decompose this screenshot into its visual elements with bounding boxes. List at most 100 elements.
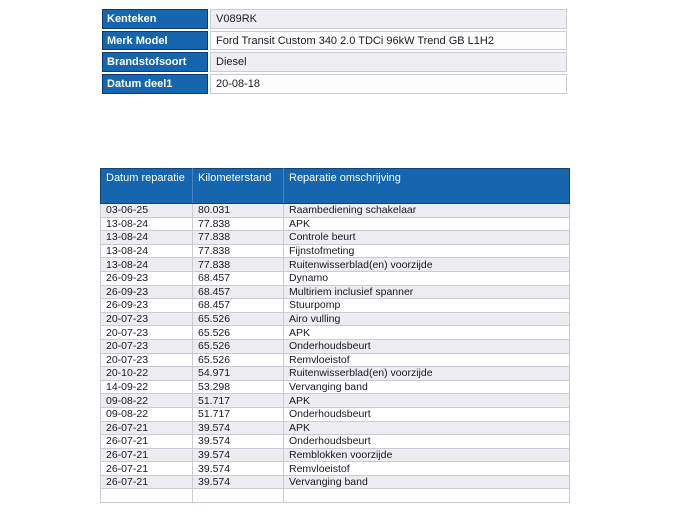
odometer-cell	[192, 488, 284, 504]
info-label: Kenteken	[102, 9, 208, 29]
repair-date-cell: 13-08-24	[100, 243, 193, 259]
table-row: 26-09-23 68.457 Stuurpomp	[100, 298, 570, 313]
repair-description-cell: APK	[283, 420, 570, 436]
repair-date-cell: 26-09-23	[100, 298, 193, 313]
repair-description-cell: APK	[283, 393, 570, 408]
odometer-cell: 53.298	[192, 379, 284, 395]
odometer-cell: 68.457	[192, 270, 284, 286]
table-row: 09-08-22 51.717 Onderhoudsbeurt	[100, 406, 570, 422]
repair-date-cell: 09-08-22	[100, 393, 193, 408]
table-row: 03-06-25 80.031 Raambediening schakelaar	[100, 203, 570, 218]
odometer-cell: 68.457	[192, 284, 284, 300]
table-row: 14-09-22 53.298 Vervanging band	[100, 379, 570, 395]
odometer-cell: 39.574	[192, 447, 284, 463]
repair-date-cell: 14-09-22	[100, 379, 193, 395]
info-label: Datum deel1	[102, 74, 208, 94]
repair-description-cell	[283, 488, 570, 504]
table-row: 20-07-23 65.526 APK	[100, 325, 570, 340]
repair-date-cell: 13-08-24	[100, 257, 193, 272]
repair-date-cell: 20-07-23	[100, 311, 193, 327]
column-header-kilometerstand: Kilometerstand	[192, 168, 284, 204]
repair-description-cell: Onderhoudsbeurt	[283, 338, 570, 354]
repair-history-table: Datum reparatie Kilometerstand Reparatie…	[100, 168, 570, 504]
odometer-cell: 77.838	[192, 216, 284, 232]
repair-description-cell: Onderhoudsbeurt	[283, 434, 570, 449]
table-row: 20-07-23 65.526 Airo vulling	[100, 311, 570, 327]
odometer-cell: 65.526	[192, 352, 284, 368]
odometer-cell: 68.457	[192, 298, 284, 313]
table-row: 13-08-24 77.838 Controle beurt	[100, 230, 570, 245]
table-row: 20-07-23 65.526 Remvloeistof	[100, 352, 570, 368]
repair-description-cell: Remvloeistof	[283, 461, 570, 476]
repair-date-cell: 13-08-24	[100, 216, 193, 232]
repair-date-cell: 13-08-24	[100, 230, 193, 245]
table-row: 13-08-24 77.838 Ruitenwisserblad(en) voorz…	[100, 257, 570, 272]
repair-date-cell: 26-07-21	[100, 434, 193, 449]
odometer-cell: 39.574	[192, 474, 284, 490]
info-row: Datum deel1 20-08-18	[102, 74, 567, 94]
repair-description-cell: Controle beurt	[283, 230, 570, 245]
odometer-cell: 51.717	[192, 406, 284, 422]
info-value: 20-08-18	[210, 74, 567, 94]
info-label: Merk Model	[102, 30, 208, 51]
odometer-cell: 65.526	[192, 338, 284, 354]
repair-date-cell	[100, 488, 193, 504]
repair-description-cell: Ruitenwisserblad(en) voorzijde	[283, 257, 570, 272]
repair-description-cell: APK	[283, 216, 570, 232]
table-row: 20-07-23 65.526 Onderhoudsbeurt	[100, 338, 570, 354]
odometer-cell: 65.526	[192, 311, 284, 327]
table-row: 26-07-21 39.574 Remvloeistof	[100, 461, 570, 476]
info-row: Brandstofsoort Diesel	[102, 52, 567, 73]
odometer-cell: 54.971	[192, 366, 284, 381]
column-header-reparatie-omschrijving: Reparatie omschrijving	[283, 168, 570, 204]
odometer-cell: 77.838	[192, 257, 284, 272]
repair-date-cell: 20-07-23	[100, 338, 193, 354]
table-row: 26-07-21 39.574 APK	[100, 420, 570, 436]
repair-header-row: Datum reparatie Kilometerstand Reparatie…	[100, 168, 570, 204]
info-row: Kenteken V089RK	[102, 9, 567, 29]
column-header-datum-reparatie: Datum reparatie	[100, 168, 193, 204]
odometer-cell: 77.838	[192, 230, 284, 245]
table-row: 09-08-22 51.717 APK	[100, 393, 570, 408]
repair-description-cell: Raambediening schakelaar	[283, 203, 570, 218]
info-label: Brandstofsoort	[102, 52, 208, 73]
table-row-partial	[100, 488, 570, 504]
repair-date-cell: 26-07-21	[100, 420, 193, 436]
odometer-cell: 51.717	[192, 393, 284, 408]
odometer-cell: 39.574	[192, 434, 284, 449]
repair-history-body: 03-06-25 80.031 Raambediening schakelaar 13…	[100, 203, 570, 504]
repair-date-cell: 03-06-25	[100, 203, 193, 218]
table-row: 26-07-21 39.574 Onderhoudsbeurt	[100, 434, 570, 449]
repair-description-cell: Vervanging band	[283, 474, 570, 490]
table-row: 13-08-24 77.838 Fijnstofmeting	[100, 243, 570, 259]
repair-description-cell: Remblokken voorzijde	[283, 447, 570, 463]
repair-description-cell: Ruitenwisserblad(en) voorzijde	[283, 366, 570, 381]
repair-description-cell: APK	[283, 325, 570, 340]
odometer-cell: 77.838	[192, 243, 284, 259]
table-row: 26-09-23 68.457 Multiriem inclusief spanne…	[100, 284, 570, 300]
table-row: 13-08-24 77.838 APK	[100, 216, 570, 232]
repair-date-cell: 26-09-23	[100, 270, 193, 286]
repair-description-cell: Stuurpomp	[283, 298, 570, 313]
table-row: 20-10-22 54.971 Ruitenwisserblad(en) voorz…	[100, 366, 570, 381]
odometer-cell: 65.526	[192, 325, 284, 340]
repair-description-cell: Airo vulling	[283, 311, 570, 327]
vehicle-info-body: Kenteken V089RK Merk Model Ford Transit Cus…	[102, 9, 567, 94]
table-row: 26-09-23 68.457 Dynamo	[100, 270, 570, 286]
repair-description-cell: Vervanging band	[283, 379, 570, 395]
repair-date-cell: 20-07-23	[100, 325, 193, 340]
info-row: Merk Model Ford Transit Custom 340 2.0 TD…	[102, 30, 567, 51]
info-value: Diesel	[210, 52, 567, 73]
repair-description-cell: Dynamo	[283, 270, 570, 286]
repair-date-cell: 20-10-22	[100, 366, 193, 381]
repair-date-cell: 09-08-22	[100, 406, 193, 422]
odometer-cell: 80.031	[192, 203, 284, 218]
repair-date-cell: 26-07-21	[100, 474, 193, 490]
repair-date-cell: 20-07-23	[100, 352, 193, 368]
odometer-cell: 39.574	[192, 461, 284, 476]
repair-date-cell: 26-09-23	[100, 284, 193, 300]
info-value: V089RK	[210, 9, 567, 29]
repair-description-cell: Multiriem inclusief spanner	[283, 284, 570, 300]
table-row: 26-07-21 39.574 Remblokken voorzijde	[100, 447, 570, 463]
